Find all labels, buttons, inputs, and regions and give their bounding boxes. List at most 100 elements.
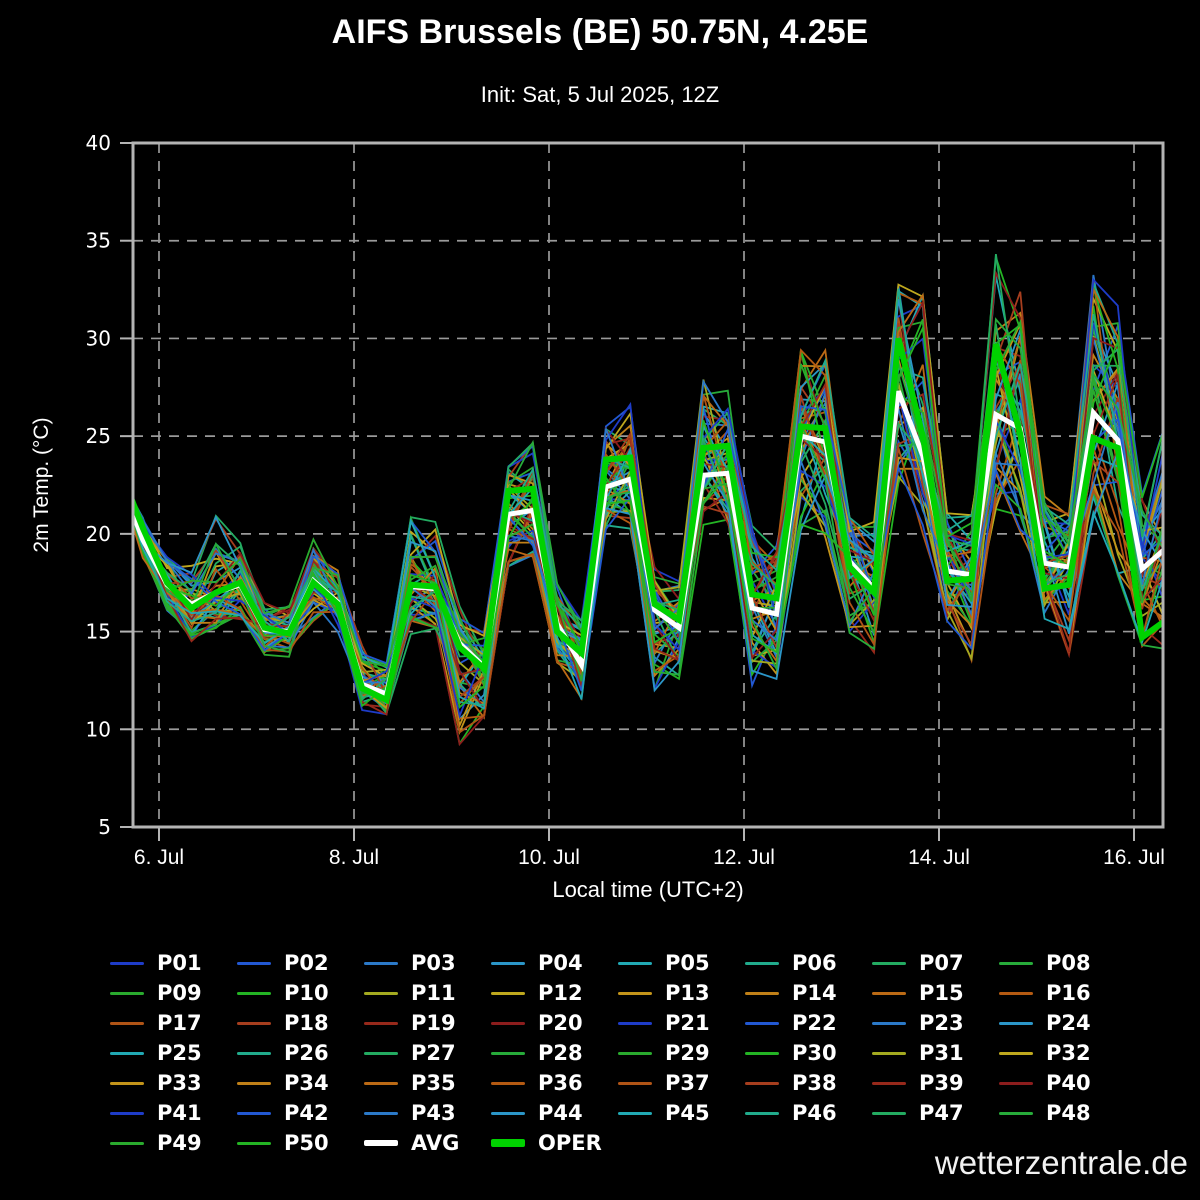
legend-label: P22 [792,1010,837,1035]
plot-frame [131,141,1165,829]
legend-swatch [872,1051,906,1055]
legend-swatch [364,1051,398,1055]
legend-swatch [618,1081,652,1085]
legend-label: P16 [1046,980,1091,1005]
legend-label: P43 [411,1100,456,1125]
legend-swatch [364,1140,398,1146]
legend-swatch [618,961,652,965]
legend-swatch [364,1021,398,1025]
legend-label: P23 [919,1010,964,1035]
legend-label: P30 [792,1040,837,1065]
legend-label: OPER [538,1130,602,1155]
x-tick-label: 16. Jul [1103,846,1165,869]
legend-label: P02 [284,950,329,975]
legend-item-p01: P01 [110,948,237,978]
legend-label: P10 [284,980,329,1005]
legend-item-p19: P19 [364,1008,491,1038]
legend-label: P40 [1046,1070,1091,1095]
legend-label: P09 [157,980,202,1005]
legend-item-p41: P41 [110,1098,237,1128]
legend-label: P32 [1046,1040,1091,1065]
legend-swatch [491,1021,525,1025]
legend-swatch [872,1081,906,1085]
legend-item-p14: P14 [745,978,872,1008]
legend-swatch [745,1081,779,1085]
legend-label: P38 [792,1070,837,1095]
legend-label: P17 [157,1010,202,1035]
legend-item-p29: P29 [618,1038,745,1068]
legend-item-p23: P23 [872,1008,999,1038]
legend-item-p17: P17 [110,1008,237,1038]
legend-item-p48: P48 [999,1098,1126,1128]
legend-swatch [999,1111,1033,1115]
legend-label: P44 [538,1100,583,1125]
legend-item-p49: P49 [110,1128,237,1158]
legend-item-p36: P36 [491,1068,618,1098]
x-axis-title: Local time (UTC+2) [552,877,744,902]
legend-swatch [237,1111,271,1115]
legend-swatch [110,1051,144,1055]
legend-item-p22: P22 [745,1008,872,1038]
legend-label: P25 [157,1040,202,1065]
page-title: AIFS Brussels (BE) 50.75N, 4.25E [331,13,869,51]
legend-swatch [491,1051,525,1055]
init-time-subtitle: Init: Sat, 5 Jul 2025, 12Z [480,82,720,107]
legend-swatch [237,1081,271,1085]
legend-item-p32: P32 [999,1038,1126,1068]
legend-swatch [110,1141,144,1145]
legend-label: P08 [1046,950,1091,975]
legend: P01 P02 P03 P04 P05 P06 P07 P08 P09 P10 P11 P12 P13 P… [110,948,1126,1158]
legend-swatch [237,1021,271,1025]
legend-swatch [491,1111,525,1115]
y-tick-label: 35 [86,229,111,253]
legend-swatch [237,1051,271,1055]
legend-swatch [110,991,144,995]
y-tick-label: 20 [86,522,111,546]
legend-swatch [237,991,271,995]
legend-label: P37 [665,1070,710,1095]
legend-item-p13: P13 [618,978,745,1008]
legend-label: P12 [538,980,583,1005]
legend-swatch [999,961,1033,965]
legend-item-p16: P16 [999,978,1126,1008]
legend-item-p39: P39 [872,1068,999,1098]
legend-label: AVG [411,1130,460,1155]
y-tick-label: 10 [86,717,111,741]
legend-label: P24 [1046,1010,1091,1035]
legend-item-p05: P05 [618,948,745,978]
legend-label: P28 [538,1040,583,1065]
legend-item-p08: P08 [999,948,1126,978]
legend-label: P42 [284,1100,329,1125]
legend-item-p45: P45 [618,1098,745,1128]
x-tick-label: 6. Jul [134,846,184,869]
legend-label: P05 [665,950,710,975]
x-tick-label: 8. Jul [329,846,379,869]
legend-item-p28: P28 [491,1038,618,1068]
legend-swatch [364,991,398,995]
y-tick-label: 5 [98,815,111,839]
legend-swatch [364,961,398,965]
legend-label: P27 [411,1040,456,1065]
legend-swatch [110,1081,144,1085]
legend-item-p26: P26 [237,1038,364,1068]
legend-swatch [491,1139,525,1147]
y-tick-label: 30 [86,326,111,350]
legend-item-p33: P33 [110,1068,237,1098]
legend-swatch [745,1111,779,1115]
plot-area: 5 10 15 20 25 30 35 40 6. Jul 8. Jul 10. Jul 12. Ju… [86,131,1165,869]
legend-label: P11 [411,980,456,1005]
legend-item-p46: P46 [745,1098,872,1128]
legend-label: P21 [665,1010,710,1035]
legend-item-p20: P20 [491,1008,618,1038]
legend-label: P45 [665,1100,710,1125]
legend-swatch [491,991,525,995]
legend-label: P34 [284,1070,329,1095]
y-tick-label: 15 [86,620,111,644]
legend-item-p25: P25 [110,1038,237,1068]
legend-label: P29 [665,1040,710,1065]
series-group [133,253,1163,747]
legend-label: P01 [157,950,202,975]
legend-swatch [364,1081,398,1085]
legend-item-p02: P02 [237,948,364,978]
legend-item-p06: P06 [745,948,872,978]
